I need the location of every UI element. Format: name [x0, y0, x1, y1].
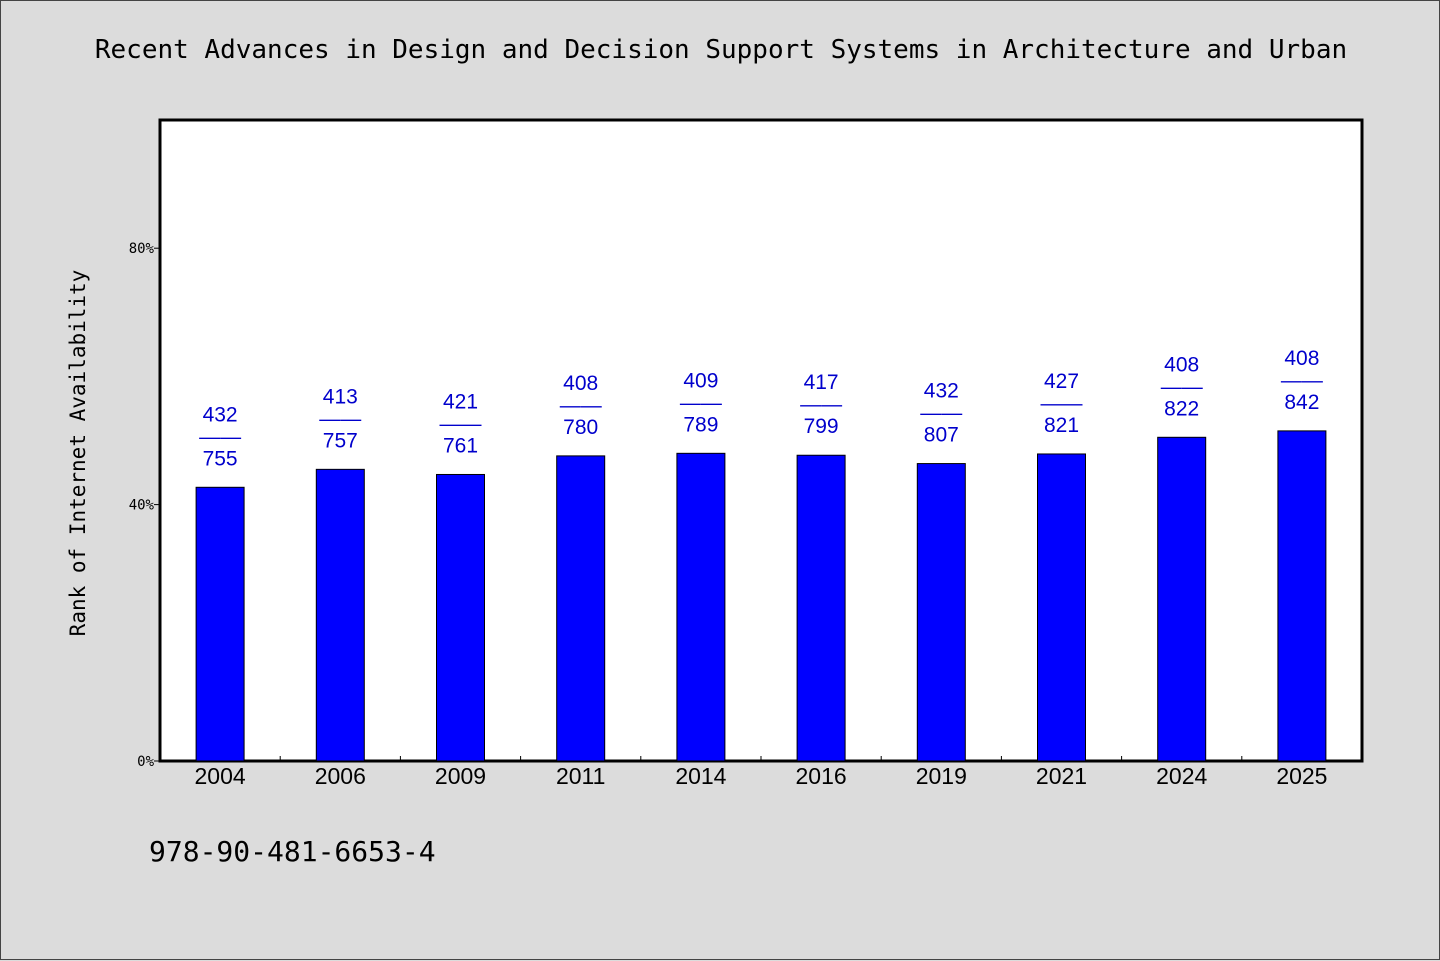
- data-label-separator: ——: [1281, 369, 1323, 392]
- bar: [1277, 430, 1327, 762]
- data-label-separator: ——: [920, 402, 962, 425]
- data-label-separator: ——: [440, 412, 482, 435]
- x-tick-label: 2021: [1036, 763, 1087, 789]
- bar: [436, 473, 485, 762]
- data-label-separator: ——: [1161, 375, 1203, 398]
- bar: [556, 455, 606, 762]
- x-tick-label: 2011: [556, 763, 605, 789]
- data-label-rank: 409: [683, 369, 718, 392]
- data-label-separator: ——: [680, 391, 722, 414]
- bar: [916, 463, 966, 762]
- x-tick-label: 2019: [916, 763, 967, 789]
- y-tick-label: 80%: [129, 241, 155, 257]
- data-label-total: 822: [1164, 397, 1199, 420]
- data-label-rank: 408: [1284, 347, 1319, 370]
- x-tick-label: 2004: [195, 763, 246, 789]
- data-label-total: 780: [563, 416, 598, 439]
- bar: [1037, 453, 1086, 762]
- bar: [676, 452, 726, 762]
- bar: [195, 486, 245, 762]
- data-label-total: 799: [804, 415, 839, 438]
- x-tick-label: 2024: [1156, 763, 1207, 789]
- y-tick-label: 0%: [137, 754, 154, 770]
- data-label-total: 789: [683, 413, 718, 436]
- chart-title: Recent Advances in Design and Decision S…: [94, 35, 1348, 65]
- data-label-rank: 432: [924, 380, 959, 403]
- data-label-total: 755: [203, 447, 238, 470]
- data-label-rank: 421: [443, 390, 478, 413]
- x-tick-label: 2025: [1276, 763, 1327, 789]
- data-label-rank: 408: [563, 372, 598, 395]
- data-label-total: 757: [323, 429, 358, 452]
- data-label-rank: 432: [203, 403, 238, 426]
- bar: [796, 454, 846, 762]
- data-label-separator: ——: [319, 407, 361, 430]
- y-tick-label: 40%: [129, 498, 155, 514]
- data-label-total: 761: [443, 434, 478, 457]
- data-label-rank: 413: [323, 385, 358, 408]
- bar: [315, 468, 365, 762]
- data-label-total: 842: [1284, 391, 1319, 414]
- isbn-text: 978-90-481-6653-4: [149, 835, 436, 868]
- x-tick-label: 2014: [675, 763, 726, 789]
- data-label-separator: ——: [1041, 392, 1083, 415]
- data-label-separator: ——: [199, 425, 241, 448]
- x-tick-label: 2016: [796, 763, 847, 789]
- data-label-total: 807: [924, 424, 959, 447]
- bar: [1157, 436, 1207, 762]
- data-label-rank: 408: [1164, 353, 1199, 376]
- data-label-total: 821: [1044, 414, 1079, 437]
- data-label-rank: 417: [804, 371, 839, 394]
- x-tick-label: 2009: [435, 763, 486, 789]
- x-tick-label: 2006: [315, 763, 366, 789]
- data-label-rank: 427: [1044, 370, 1079, 393]
- data-label-separator: ——: [800, 393, 842, 416]
- data-label-separator: ——: [560, 394, 602, 417]
